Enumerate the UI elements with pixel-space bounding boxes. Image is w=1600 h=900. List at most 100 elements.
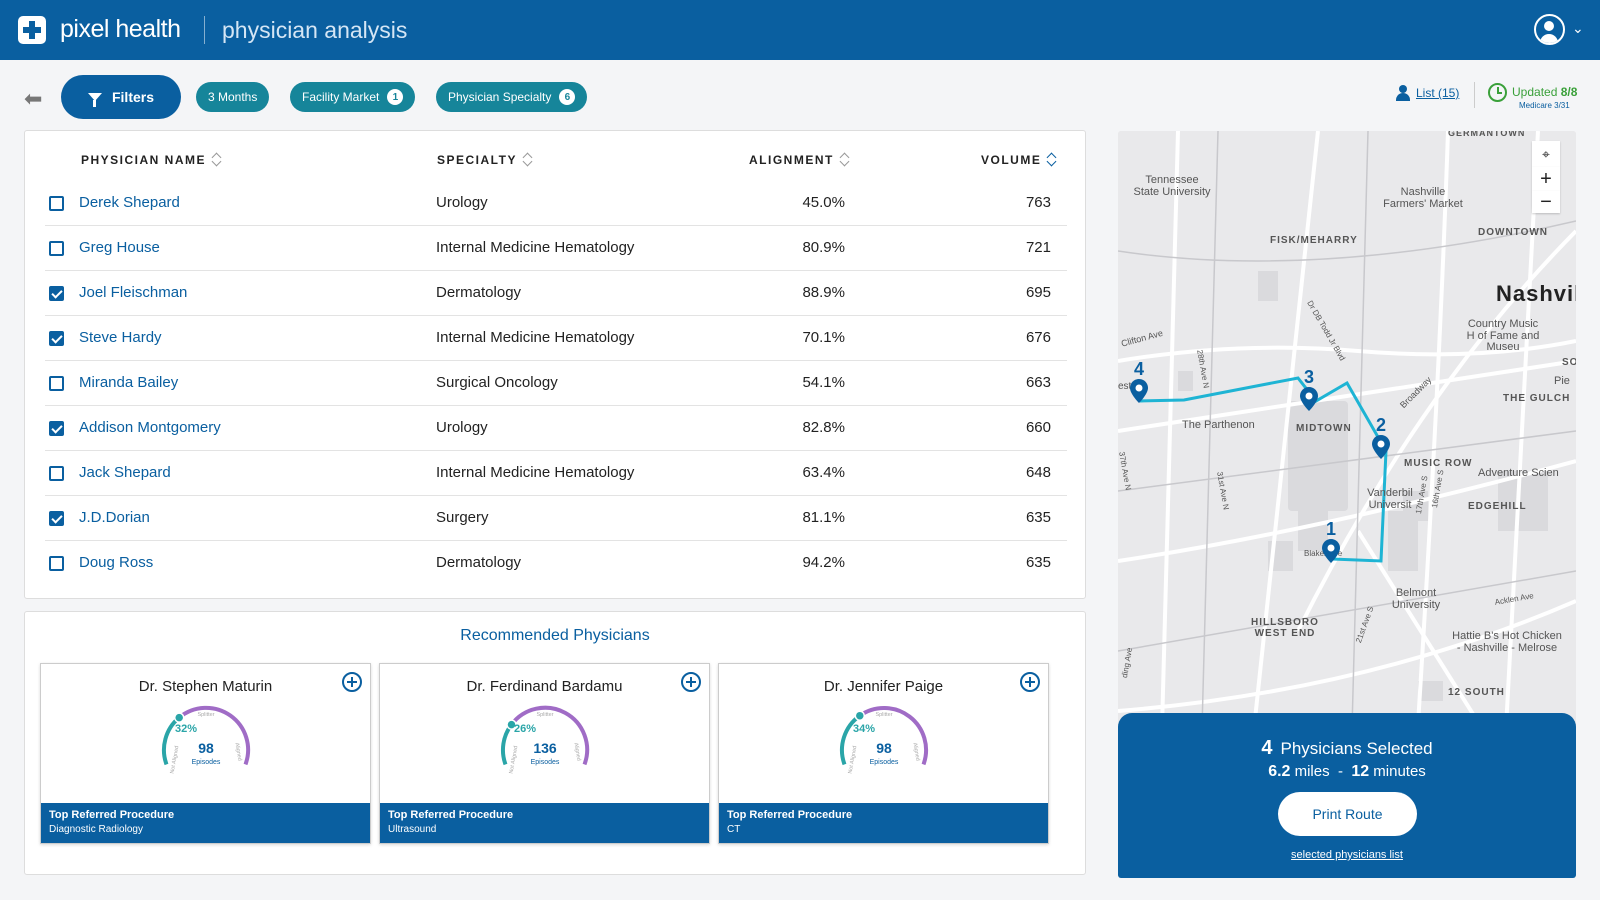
recommended-physician-card[interactable]: Dr. Stephen Maturin Splitter Not Aligned Al… [40,663,371,844]
back-arrow-icon[interactable]: ⬅ [24,86,43,111]
add-physician-icon[interactable] [342,672,362,692]
header-divider [204,16,205,44]
map-label: Hattie B's Hot Chicken - Nashville - Mel… [1452,630,1562,654]
specialty-cell: Dermatology [436,284,522,301]
row-checkbox[interactable] [49,556,64,571]
episodes-count: 98 [876,740,892,756]
physician-name-link[interactable]: Jack Shepard [79,464,171,481]
locate-icon[interactable]: ⌖ [1532,141,1560,167]
episodes-count: 136 [533,740,557,756]
map-label: Tennessee State University [1133,174,1211,198]
physician-name-link[interactable]: J.D.Dorian [79,509,150,526]
row-checkbox[interactable] [49,466,64,481]
gauge-percent: 32% [175,723,197,735]
physician-name-link[interactable]: Joel Fleischman [79,284,188,301]
page-subtitle: physician analysis [222,17,408,43]
row-checkbox[interactable] [49,286,64,301]
volume-cell: 695 [1025,284,1051,301]
chip-physician-specialty[interactable]: Physician Specialty 6 [436,82,588,112]
route-stop-pin[interactable]: 3 [1300,367,1318,417]
physician-name-link[interactable]: Miranda Bailey [79,374,179,391]
updated-value: 8/8 [1560,85,1578,99]
zoom-out-button[interactable]: − [1532,191,1560,213]
recommended-physicians-panel: Recommended Physicians Dr. Stephen Matur… [24,611,1086,875]
filters-button[interactable]: Filters [61,75,181,119]
row-checkbox[interactable] [49,196,64,211]
route-miles: 6.2 [1268,763,1291,780]
map-pin-icon [1372,435,1390,459]
row-checkbox[interactable] [49,421,64,436]
physician-name-link[interactable]: Steve Hardy [79,329,162,346]
gauge-marker [854,710,866,721]
table-row[interactable]: Derek Shepard Urology 45.0% 763 [45,181,1067,226]
card-footer: Top Referred Procedure Diagnostic Radiolo… [41,803,370,843]
route-stop-pin[interactable]: 4 [1130,359,1148,409]
physician-name-link[interactable]: Derek Shepard [79,194,180,211]
physician-table: PHYSICIAN NAME SPECIALTY ALIGNMENT VOLUM… [24,130,1086,599]
row-checkbox[interactable] [49,241,64,256]
add-physician-icon[interactable] [681,672,701,692]
route-distance-time: 6.2 miles - 12 minutes [1118,763,1576,781]
column-header-volume[interactable]: VOLUME [981,153,1057,167]
map-label: Blakemore [1304,549,1343,558]
physician-name: Dr. Stephen Maturin [138,678,273,695]
table-row[interactable]: Addison Montgomery Urology 82.8% 660 [45,406,1067,451]
gauge-not-aligned-label: Not Aligned [170,745,181,774]
route-stop-pin[interactable]: 1 [1322,519,1340,569]
zoom-in-button[interactable]: + [1532,167,1560,191]
recommended-physician-card[interactable]: Dr. Jennifer Paige Splitter Not Aligned Ali… [718,663,1049,844]
column-header-specialty[interactable]: SPECIALTY [437,153,533,167]
selected-physicians-list-link[interactable]: selected physicians list [1291,849,1403,861]
physician-list-link[interactable]: List (15) [1396,85,1459,101]
chip-facility-market[interactable]: Facility Market 1 [290,82,416,112]
chip-3-months[interactable]: 3 Months [196,82,270,112]
map-label: GERMANTOWN [1448,131,1526,138]
specialty-cell: Surgery [436,509,489,526]
sort-icon[interactable] [523,154,533,166]
chevron-down-icon[interactable]: ⌄ [1572,20,1584,36]
recommended-physician-card[interactable]: Dr. Ferdinand Bardamu Splitter Not Aligned… [379,663,710,844]
sort-desc-icon[interactable] [1047,154,1057,166]
gauge-not-aligned-label: Not Aligned [848,745,859,774]
episodes-label: Episodes [192,759,221,766]
physician-name-link[interactable]: Doug Ross [79,554,154,571]
route-stop-pin[interactable]: 2 [1372,415,1390,465]
column-header-physician-name[interactable]: PHYSICIAN NAME [81,153,222,167]
card-footer: Top Referred Procedure CT [719,803,1048,843]
route-minutes: 12 [1351,763,1370,780]
updated-label: Updated [1512,85,1558,99]
row-checkbox[interactable] [49,376,64,391]
updated-status: Updated 8/8 [1512,85,1577,99]
list-link-label[interactable]: List (15) [1416,86,1460,100]
chip-label: Physician Specialty [448,90,552,104]
pixel-health-logo-icon[interactable] [18,16,46,44]
table-row[interactable]: Joel Fleischman Dermatology 88.9% 695 [45,271,1067,316]
table-row[interactable]: Steve Hardy Internal Medicine Hematology 7… [45,316,1067,361]
row-checkbox[interactable] [49,331,64,346]
alignment-cell: 54.1% [802,374,845,391]
add-physician-icon[interactable] [1020,672,1040,692]
map-label: Pie [1554,375,1570,387]
top-referred-label: Top Referred Procedure [727,809,853,821]
specialty-cell: Internal Medicine Hematology [436,239,635,256]
column-label: ALIGNMENT [749,153,834,167]
sort-icon[interactable] [840,154,850,166]
chip-count-badge: 6 [559,89,576,105]
table-row[interactable]: Miranda Bailey Surgical Oncology 54.1% 663 [45,361,1067,406]
brand-name[interactable]: pixel health [60,15,181,43]
print-route-button[interactable]: Print Route [1278,792,1417,836]
table-row[interactable]: Greg House Internal Medicine Hematology 80… [45,226,1067,271]
map-label: SO [1562,357,1576,368]
sort-icon[interactable] [212,154,222,166]
column-header-alignment[interactable]: ALIGNMENT [749,153,850,167]
gauge-marker [173,712,185,723]
top-referred-procedure: CT [727,824,741,835]
table-row[interactable]: Doug Ross Dermatology 94.2% 635 [45,541,1067,586]
physician-name-link[interactable]: Addison Montgomery [79,419,221,436]
physician-name-link[interactable]: Greg House [79,239,160,256]
volume-cell: 635 [1025,509,1051,526]
table-row[interactable]: J.D.Dorian Surgery 81.1% 635 [45,496,1067,541]
user-avatar-icon[interactable] [1534,14,1565,45]
table-row[interactable]: Jack Shepard Internal Medicine Hematology… [45,451,1067,496]
row-checkbox[interactable] [49,511,64,526]
